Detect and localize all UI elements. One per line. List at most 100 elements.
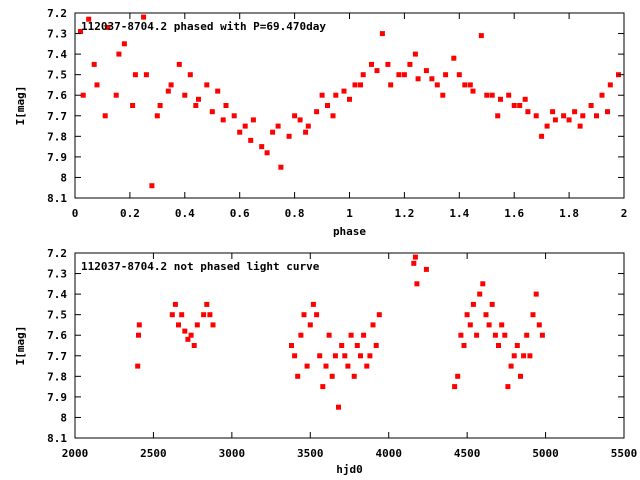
- bottom-data-point: [207, 312, 213, 318]
- bottom-data-point: [527, 353, 533, 359]
- bottom-data-point: [524, 332, 530, 338]
- bottom-data-point: [486, 322, 492, 328]
- bottom-data-point: [455, 373, 461, 379]
- bottom-chart-title: 112037-8704.2 not phased light curve: [81, 260, 320, 273]
- bottom-x-tick-label: 5000: [532, 447, 559, 460]
- top-x-tick-label: 0: [72, 207, 79, 220]
- bottom-y-tick-label: 7.2: [47, 247, 67, 260]
- bottom-x-tick-label: 2500: [140, 447, 167, 460]
- bottom-data-point: [136, 332, 141, 338]
- bottom-data-point: [339, 343, 345, 348]
- top-data-point: [168, 82, 174, 88]
- top-data-point: [511, 103, 517, 108]
- top-data-point: [286, 133, 292, 139]
- bottom-data-point: [323, 363, 329, 369]
- top-x-tick-label: 1.2: [394, 207, 414, 220]
- bottom-data-point: [511, 353, 517, 359]
- top-data-point: [434, 82, 440, 88]
- bottom-data-point: [194, 322, 200, 328]
- top-data-point: [187, 72, 193, 78]
- top-y-tick-label: 7.3: [47, 28, 67, 41]
- top-data-point: [305, 123, 311, 129]
- top-data-point: [105, 24, 111, 30]
- top-data-point: [467, 82, 473, 88]
- bottom-data-point: [332, 353, 338, 359]
- bottom-data-point: [342, 353, 348, 359]
- top-data-point: [132, 72, 138, 78]
- bottom-x-tick-label: 4500: [454, 447, 481, 460]
- bottom-data-point: [461, 343, 467, 348]
- top-data-point: [478, 33, 484, 39]
- top-x-tick-label: 0.2: [120, 207, 140, 220]
- top-data-point: [325, 103, 330, 108]
- top-data-point: [599, 92, 605, 98]
- bottom-data-point: [464, 312, 470, 318]
- top-data-point: [423, 68, 429, 74]
- top-x-tick-label: 1.6: [504, 207, 524, 220]
- top-data-point: [250, 117, 256, 123]
- bottom-data-point: [370, 322, 376, 328]
- bottom-x-tick-label: 3000: [219, 447, 246, 460]
- top-data-point: [407, 61, 413, 67]
- bottom-data-point: [376, 312, 382, 318]
- top-data-point: [588, 103, 594, 108]
- top-data-point: [566, 117, 572, 123]
- top-x-tick-label: 2: [621, 207, 628, 220]
- top-data-point: [220, 117, 226, 123]
- top-data-point: [231, 113, 237, 119]
- bottom-data-point: [411, 260, 417, 266]
- top-data-point: [223, 103, 229, 108]
- top-data-point: [333, 92, 339, 98]
- bottom-data-point: [292, 353, 298, 359]
- top-data-point: [522, 96, 528, 102]
- bottom-data-point: [351, 373, 357, 379]
- top-data-point: [561, 113, 567, 119]
- top-data-point: [78, 29, 83, 34]
- bottom-data-point: [307, 322, 313, 328]
- bottom-x-tick-label: 3500: [297, 447, 324, 460]
- bottom-data-point: [458, 332, 464, 338]
- bottom-data-point: [169, 312, 175, 318]
- bottom-data-point: [423, 266, 429, 272]
- top-chart-title: 112037-8704.2 phased with P=69.470day: [81, 20, 326, 33]
- top-data-point: [396, 72, 402, 78]
- bottom-data-point: [489, 301, 495, 307]
- top-data-point: [456, 72, 462, 78]
- top-data-point: [470, 88, 476, 94]
- top-data-point: [215, 88, 221, 94]
- bottom-y-tick-label: 7.4: [47, 288, 67, 301]
- bottom-data-point: [414, 281, 420, 287]
- top-data-point: [149, 183, 155, 189]
- top-data-point: [605, 109, 610, 115]
- bottom-data-point: [182, 328, 188, 334]
- top-data-point: [552, 117, 558, 123]
- bottom-data-point: [452, 384, 458, 390]
- bottom-data-point: [204, 301, 210, 307]
- bottom-data-point: [412, 254, 418, 260]
- top-data-point: [182, 92, 188, 98]
- bottom-data-point: [188, 332, 194, 338]
- bottom-data-point: [492, 332, 498, 338]
- bottom-y-tick-label: 7.9: [47, 391, 67, 404]
- bottom-y-tick-label: 7.6: [47, 329, 67, 342]
- bottom-data-point: [298, 332, 304, 338]
- bottom-data-point: [502, 332, 508, 338]
- top-data-point: [116, 51, 122, 57]
- top-data-point: [259, 144, 265, 150]
- bottom-data-point: [533, 291, 539, 297]
- top-data-point: [544, 123, 550, 129]
- top-data-point: [506, 92, 512, 98]
- top-y-tick-label: 7.6: [47, 89, 67, 102]
- bottom-data-point: [467, 322, 473, 328]
- top-plot-frame: [74, 12, 625, 199]
- top-data-point: [517, 103, 523, 108]
- bottom-data-point: [289, 343, 294, 348]
- top-data-point: [204, 82, 210, 88]
- top-data-point: [594, 113, 599, 119]
- top-data-point: [292, 113, 298, 119]
- bottom-data-point: [358, 353, 363, 359]
- top-y-tick-label: 7.7: [47, 110, 67, 123]
- bottom-data-point: [348, 332, 354, 338]
- top-y-tick-label: 7.2: [47, 7, 67, 20]
